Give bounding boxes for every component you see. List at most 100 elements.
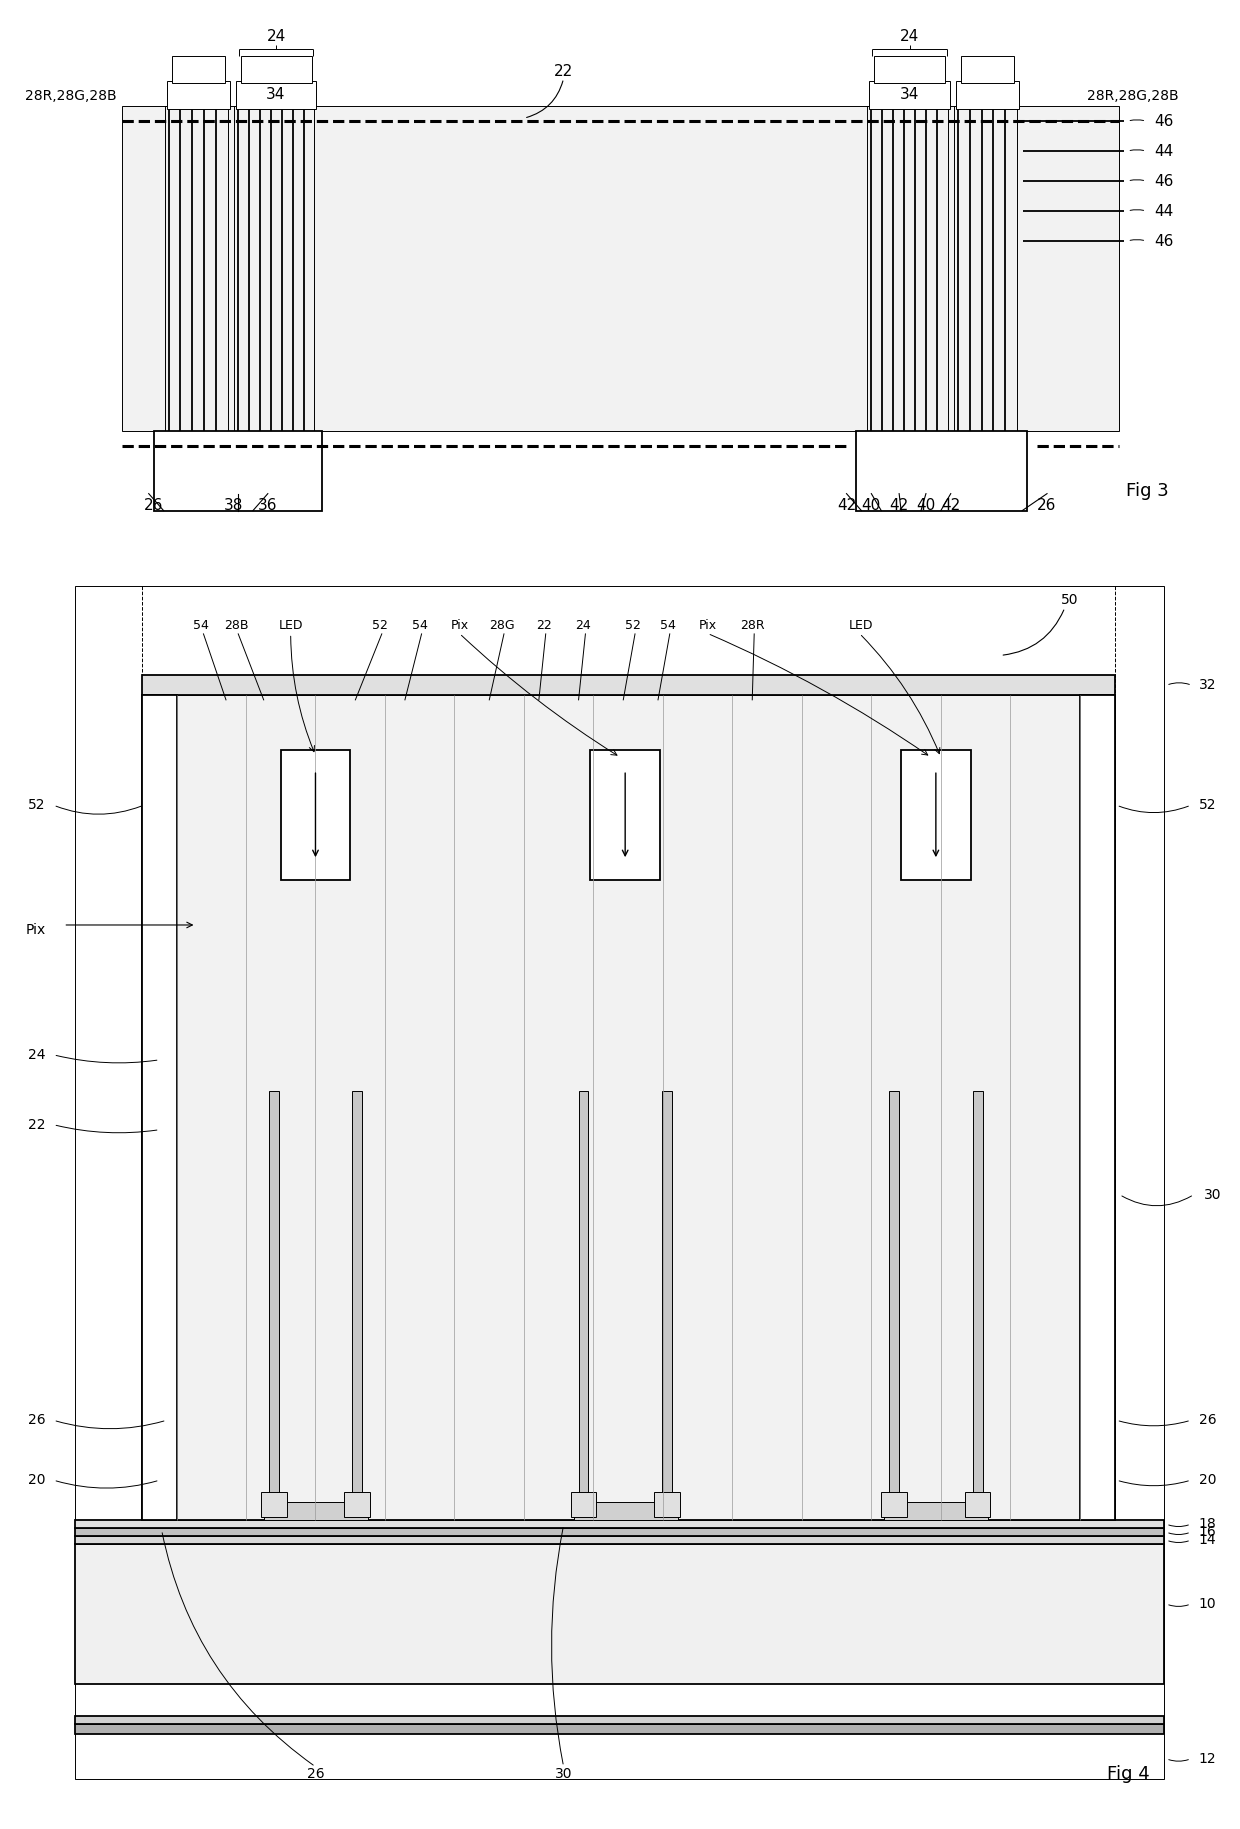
Bar [141,695,1115,1520]
Text: 16: 16 [1199,1525,1216,1538]
Text: 30: 30 [1204,1187,1221,1202]
Text: Fig 4: Fig 4 [1106,1765,1149,1783]
Text: 40: 40 [862,497,880,514]
Text: Pix: Pix [25,924,46,936]
Bar [579,1090,589,1520]
Bar [570,1492,596,1516]
Bar [166,80,231,110]
Bar [901,750,971,880]
Text: 24: 24 [267,29,286,44]
Text: 28G: 28G [490,618,515,633]
Text: 18: 18 [1199,1516,1216,1531]
Text: 52: 52 [1199,797,1216,812]
Text: 54: 54 [412,618,428,633]
Bar [171,57,226,84]
Bar [874,57,945,84]
Bar [1080,695,1115,1520]
Bar [662,1090,672,1520]
Text: 22: 22 [29,1118,46,1132]
Text: 10: 10 [1199,1597,1216,1611]
Bar [241,57,311,84]
Bar [76,1544,1164,1685]
Text: 42: 42 [941,497,960,514]
Bar [857,432,1027,510]
Bar [269,1090,279,1520]
Text: 52: 52 [372,618,388,633]
Bar [76,1520,1164,1527]
Bar [141,675,1115,695]
Text: 36: 36 [258,497,278,514]
Bar [76,585,1164,1778]
Text: 14: 14 [1199,1533,1216,1547]
Bar [352,1090,362,1520]
Text: 20: 20 [29,1472,46,1487]
Text: 30: 30 [554,1767,573,1781]
Bar [122,106,1120,432]
Text: 32: 32 [1199,679,1216,693]
Text: 28R,28G,28B: 28R,28G,28B [1086,90,1178,102]
Bar [141,695,176,1520]
Text: Pix: Pix [698,618,717,633]
Bar [236,80,316,110]
Text: 42: 42 [889,497,909,514]
Bar [867,106,947,432]
Bar [345,1492,370,1516]
Bar [154,432,322,510]
Bar [574,1502,678,1520]
Text: LED: LED [849,618,874,633]
Bar [882,1492,908,1516]
Text: 46: 46 [1154,113,1173,128]
Text: 26: 26 [1038,497,1056,514]
Bar [869,80,950,110]
Bar [234,106,315,432]
Bar [260,1492,286,1516]
Bar [76,1527,1164,1536]
Bar [165,106,228,432]
Text: 52: 52 [29,797,46,812]
Bar [889,1090,899,1520]
Text: 28R: 28R [740,618,765,633]
Bar [280,750,350,880]
Text: 22: 22 [554,64,573,79]
Text: 28R,28G,28B: 28R,28G,28B [25,90,117,102]
Text: Fig 3: Fig 3 [1126,481,1169,499]
Bar [961,57,1014,84]
Text: 26: 26 [144,497,164,514]
Text: 46: 46 [1154,234,1173,249]
Text: 34: 34 [267,86,285,102]
Text: 26: 26 [1199,1414,1216,1427]
Bar [76,1716,1164,1723]
Bar [653,1492,680,1516]
Text: 40: 40 [916,497,935,514]
Bar [954,106,1017,432]
Bar [884,1502,988,1520]
Text: 34: 34 [899,86,919,102]
Bar [965,1492,991,1516]
Text: 42: 42 [837,497,856,514]
Text: 12: 12 [1199,1752,1216,1765]
Text: 28B: 28B [223,618,248,633]
Text: 26: 26 [27,1414,46,1427]
Text: 26: 26 [306,1767,325,1781]
Bar [76,1536,1164,1544]
Bar [956,80,1019,110]
Text: 44: 44 [1154,144,1173,159]
Text: 46: 46 [1154,174,1173,188]
Text: LED: LED [279,618,303,633]
Text: 24: 24 [29,1048,46,1063]
Text: 50: 50 [1061,593,1079,607]
Bar [264,1502,368,1520]
Text: 52: 52 [625,618,641,633]
Bar [590,750,660,880]
Text: 22: 22 [536,618,552,633]
Text: 24: 24 [900,29,919,44]
Bar [972,1090,982,1520]
Text: 54: 54 [660,618,676,633]
Bar [76,1723,1164,1734]
Text: Pix: Pix [450,618,469,633]
Text: 20: 20 [1199,1472,1216,1487]
Text: 44: 44 [1154,203,1173,219]
Text: 38: 38 [223,497,243,514]
Text: 24: 24 [575,618,591,633]
Text: 54: 54 [193,618,210,633]
